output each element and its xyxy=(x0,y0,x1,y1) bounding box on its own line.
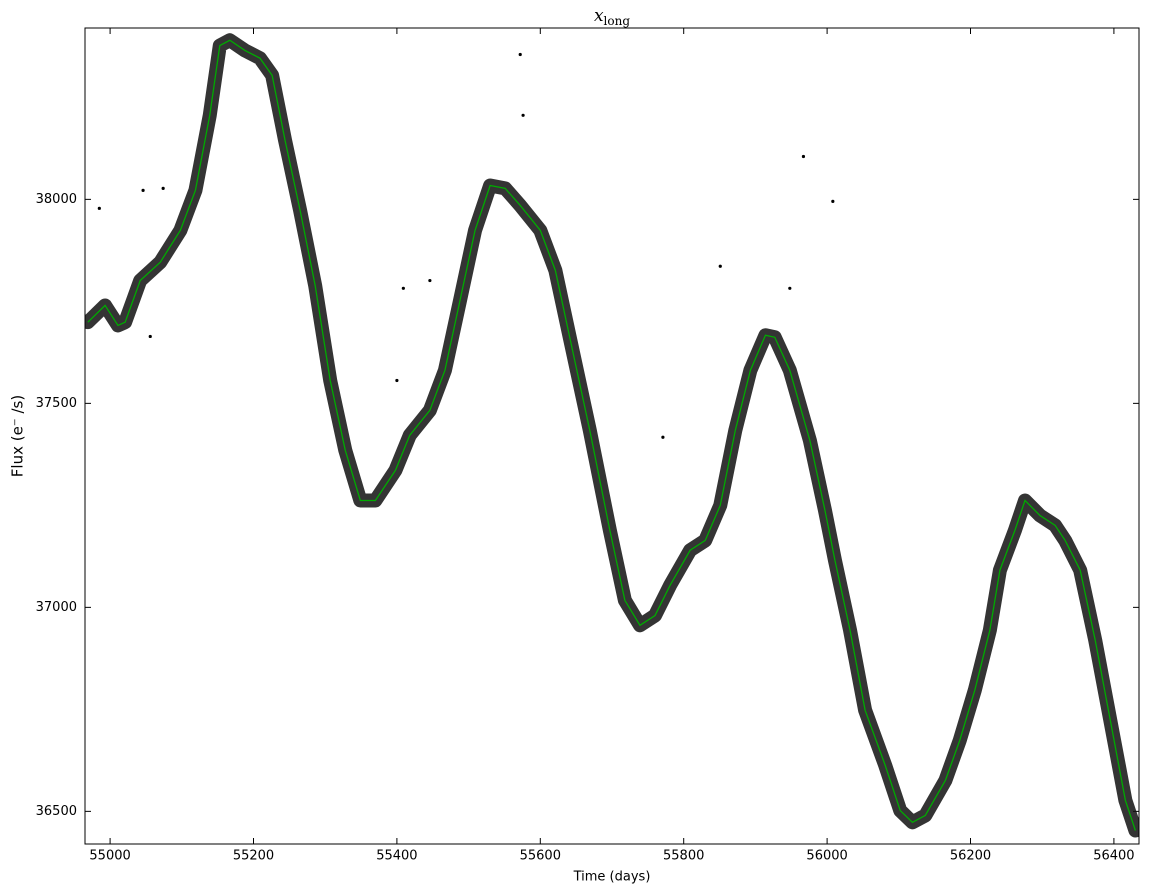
chart-title: xlong xyxy=(594,6,630,28)
x-tick-label: 55600 xyxy=(520,849,561,864)
flux-point xyxy=(831,199,835,203)
x-tick-label: 55400 xyxy=(376,849,417,864)
flux-point xyxy=(148,334,152,339)
x-tick-label: 55000 xyxy=(89,849,130,864)
x-axis-label: Time (days) xyxy=(573,870,651,885)
plot-frame xyxy=(84,27,1140,845)
y-tick-label: 38000 xyxy=(36,192,77,207)
flux-point xyxy=(428,278,432,283)
y-tick-label: 36500 xyxy=(36,804,77,819)
flux-point xyxy=(97,206,101,210)
flux-point xyxy=(661,435,665,439)
x-tick-label: 56200 xyxy=(950,849,991,864)
x-tick-label: 55800 xyxy=(663,849,704,864)
flux-point xyxy=(801,154,806,159)
flux-point xyxy=(788,286,792,290)
title-main: x xyxy=(594,6,604,26)
x-tick-label: 55200 xyxy=(233,849,274,864)
y-tick-label: 37500 xyxy=(36,396,77,411)
trend-line xyxy=(87,39,1137,831)
flux-point xyxy=(395,378,399,383)
flux-point xyxy=(161,186,165,190)
flux-point xyxy=(141,188,145,192)
flux-point xyxy=(518,52,522,57)
flux-point xyxy=(401,286,405,290)
x-tick-label: 56400 xyxy=(1093,849,1134,864)
x-tick-label: 56000 xyxy=(806,849,847,864)
flux-point xyxy=(718,264,722,268)
y-tick-label: 37000 xyxy=(36,600,77,615)
title-subscript: long xyxy=(604,14,631,28)
y-axis-label: Flux (e⁻ /s) xyxy=(9,395,27,477)
flux-point xyxy=(521,113,525,117)
